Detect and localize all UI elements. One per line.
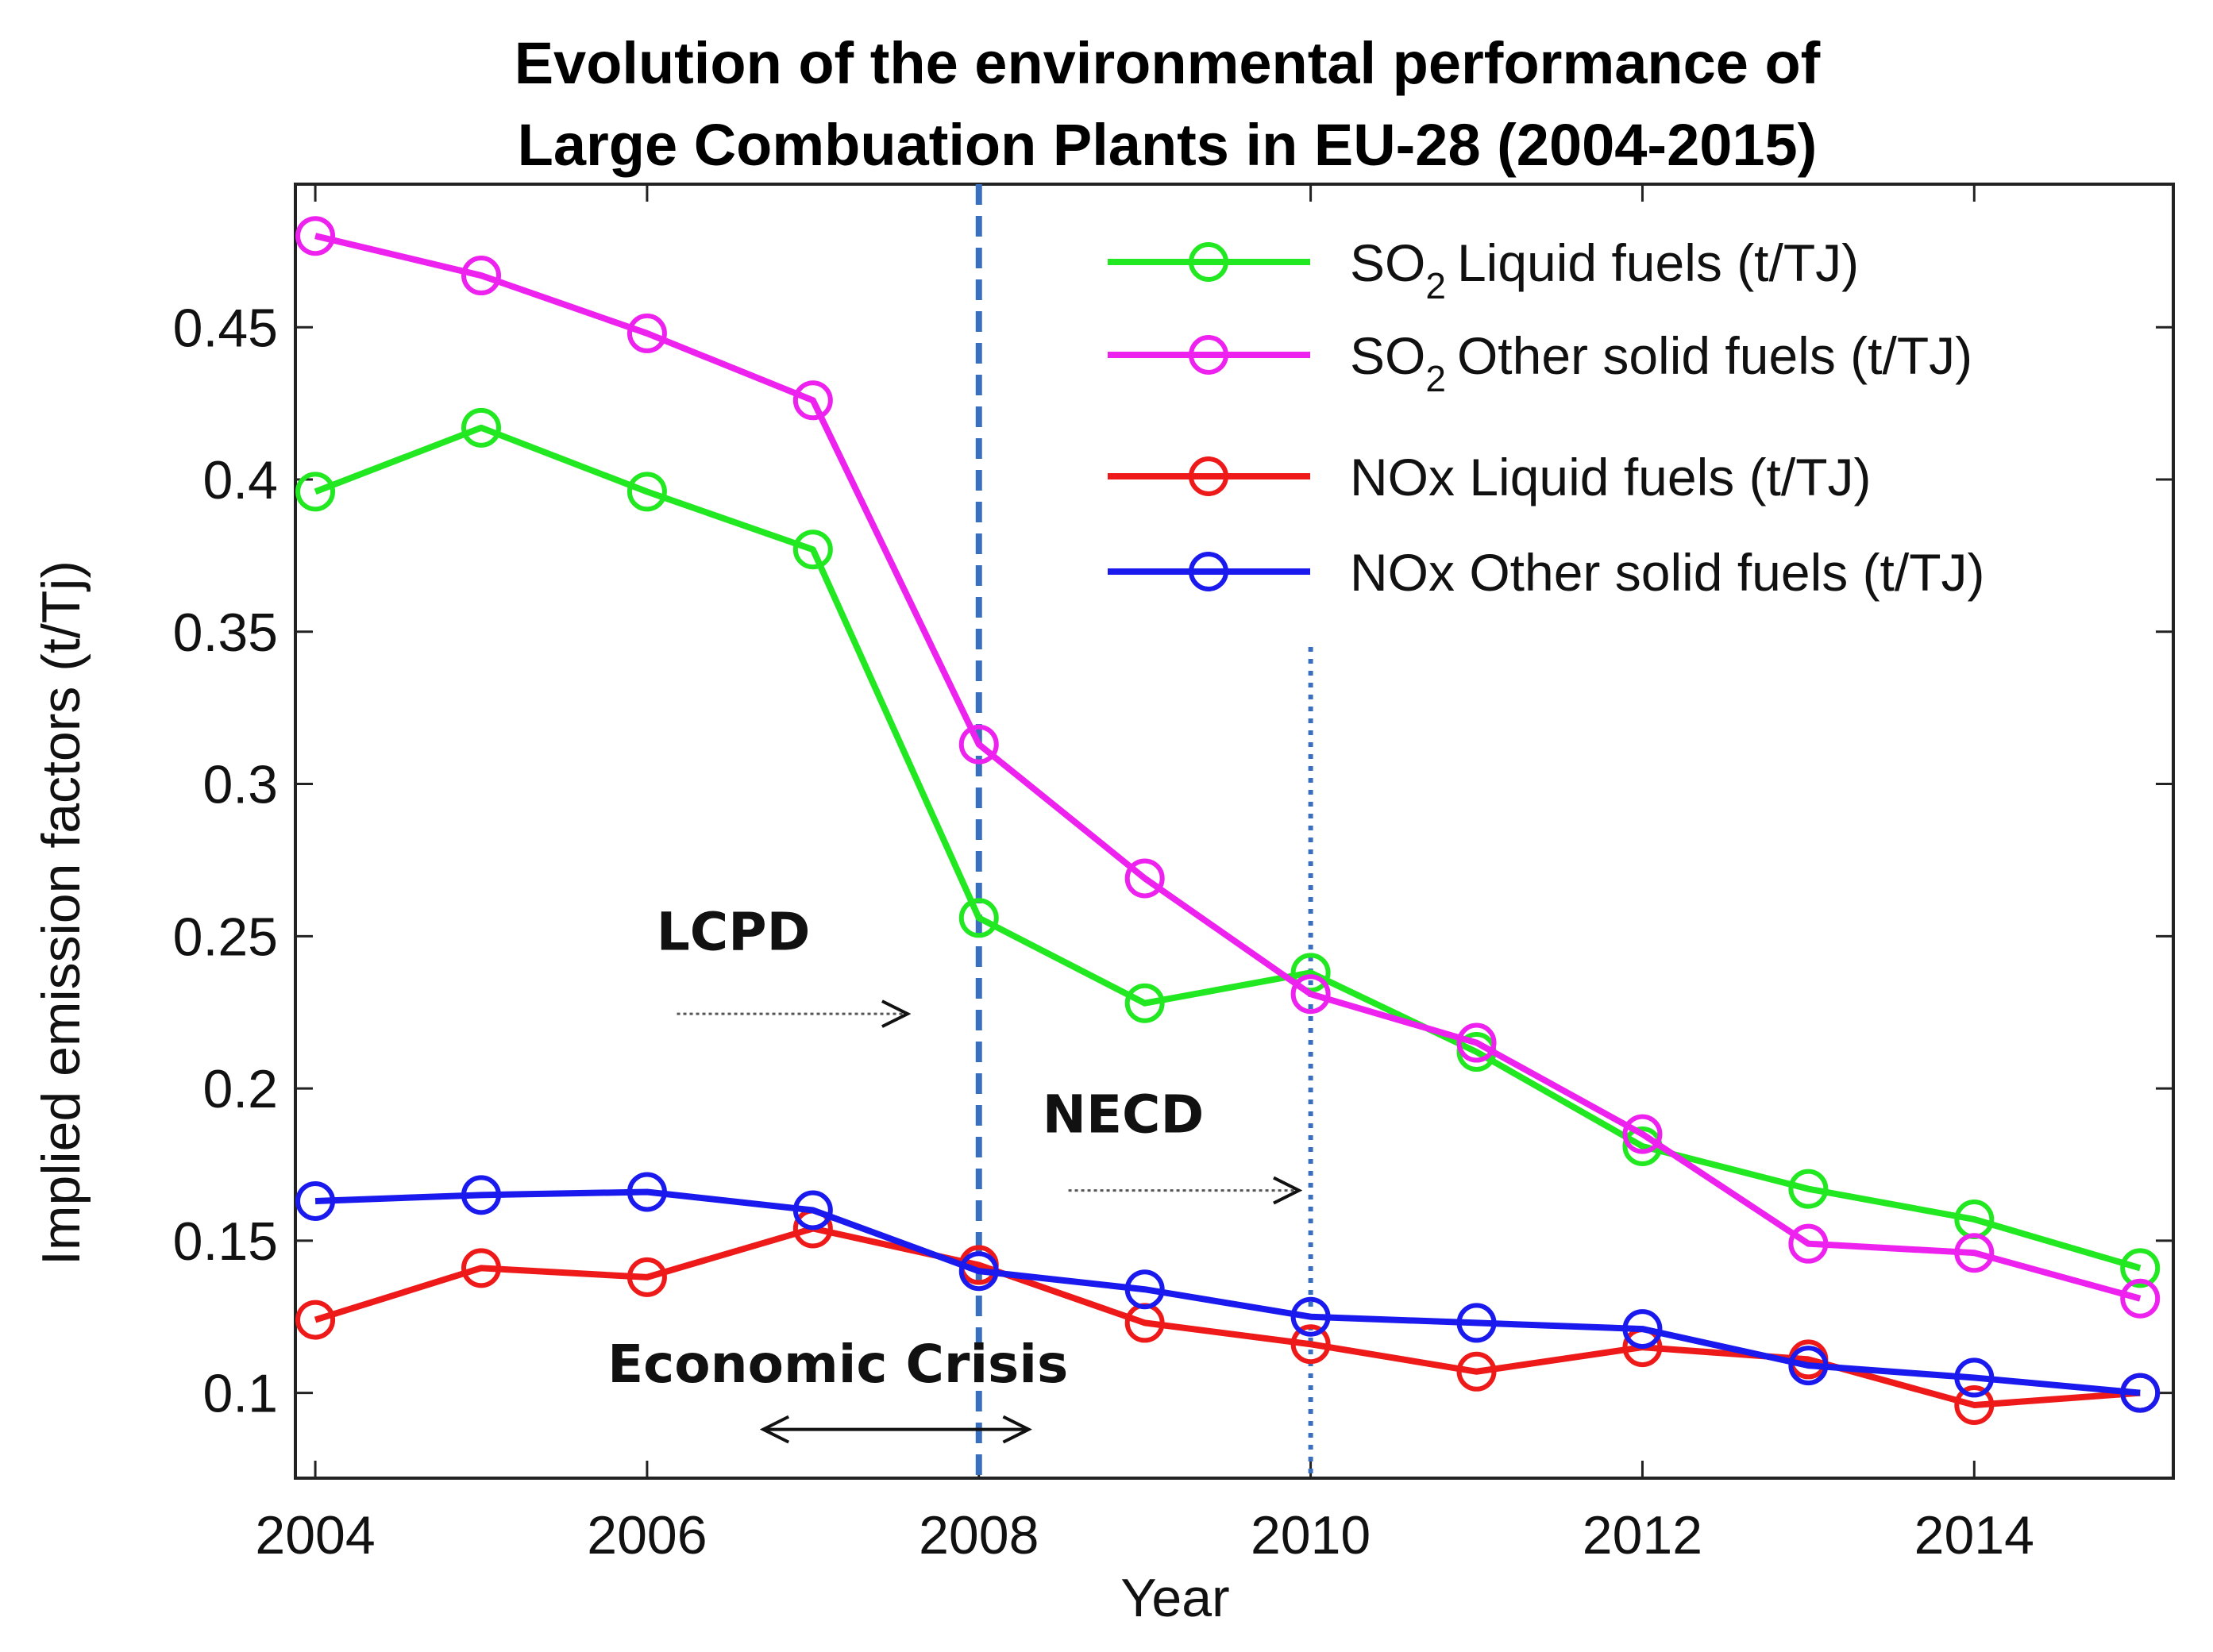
y-tick-label: 0.45 <box>173 298 278 358</box>
chart-title-line-1: Evolution of the environmental performan… <box>515 30 1821 96</box>
plot-frame <box>294 183 2175 1480</box>
data-point-nox-other-solid <box>792 1190 833 1230</box>
data-point-nox-liquid <box>461 1248 501 1288</box>
y-tick-label: 0.35 <box>173 603 278 663</box>
data-point-so2-other-solid <box>958 724 999 764</box>
y-tick-label: 0.1 <box>202 1364 278 1424</box>
y-tick-label: 0.3 <box>202 755 278 815</box>
data-point-nox-other-solid <box>1788 1346 1829 1386</box>
data-point-so2-other-solid <box>1456 1022 1497 1063</box>
data-point-nox-other-solid <box>1290 1296 1331 1337</box>
data-point-so2-other-solid <box>461 256 501 296</box>
series-line-so2-liquid <box>314 424 2142 1272</box>
data-point-so2-other-solid <box>2120 1278 2161 1319</box>
x-tick-label: 2010 <box>1251 1505 1371 1565</box>
data-point-so2-other-solid <box>792 380 833 421</box>
y-tick-label: 0.15 <box>173 1211 278 1272</box>
data-point-nox-liquid <box>1954 1384 1995 1425</box>
data-point-nox-other-solid <box>1456 1303 1497 1343</box>
x-tick-label: 2008 <box>919 1505 1039 1565</box>
data-point-nox-other-solid <box>2120 1373 2161 1413</box>
data-point-nox-liquid <box>627 1257 667 1297</box>
data-point-so2-liquid <box>958 898 999 938</box>
data-point-so2-other-solid <box>1124 858 1165 899</box>
annotation-label: NECD <box>1043 1084 1205 1146</box>
annotation-label: Economic Crisis <box>607 1334 1068 1395</box>
series-line-nox-other-solid <box>314 1188 2141 1396</box>
x-tick-label: 2004 <box>255 1505 375 1565</box>
data-point-nox-other-solid <box>958 1251 999 1292</box>
data-point-nox-liquid <box>1290 1324 1331 1365</box>
data-point-so2-liquid <box>1124 983 1165 1023</box>
data-point-so2-other-solid <box>1788 1223 1829 1264</box>
legend-marker-nox-liquid <box>1189 456 1228 496</box>
series-line-so2-other-solid <box>314 233 2142 1302</box>
data-point-so2-liquid <box>627 472 667 512</box>
data-point-nox-other-solid <box>1622 1309 1663 1350</box>
x-tick-label: 2006 <box>587 1505 707 1565</box>
legend-label-so2-other-solid: SO2 Other solid fuels (t/TJ) <box>1350 326 1972 399</box>
data-point-nox-other-solid <box>1124 1269 1165 1310</box>
legend-marker-so2-liquid <box>1189 242 1228 282</box>
x-axis-label: Year <box>1120 1568 1229 1628</box>
data-point-nox-other-solid <box>295 1180 336 1221</box>
data-point-so2-other-solid <box>1290 974 1331 1015</box>
data-point-so2-liquid <box>461 407 501 448</box>
data-point-nox-liquid <box>1456 1351 1497 1392</box>
data-point-so2-other-solid <box>627 313 667 353</box>
legend-label-nox-other-solid: NOx Other solid fuels (t/TJ) <box>1350 543 1985 602</box>
data-point-so2-liquid <box>2120 1248 2161 1288</box>
data-point-so2-other-solid <box>295 216 336 256</box>
data-point-so2-liquid <box>792 529 833 570</box>
y-tick-label: 0.4 <box>202 450 278 510</box>
data-point-so2-liquid <box>295 472 336 512</box>
legend-label-nox-liquid: NOx Liquid fuels (t/TJ) <box>1350 448 1872 506</box>
x-tick-label: 2012 <box>1583 1505 1702 1565</box>
chart-title-line-2: Large Combuation Plants in EU-28 (2004-2… <box>518 112 1818 178</box>
data-point-nox-other-solid <box>1954 1357 1995 1398</box>
y-axis-label: Implied emission factors (t/Tj) <box>31 560 91 1265</box>
legend-label-so2-liquid: SO2 Liquid fuels (t/TJ) <box>1350 233 1859 306</box>
data-point-nox-liquid <box>295 1300 336 1340</box>
annotation-label: LCPD <box>657 902 811 963</box>
y-tick-label: 0.25 <box>173 907 278 967</box>
y-tick-label: 0.2 <box>202 1059 278 1119</box>
data-point-nox-other-solid <box>461 1175 501 1215</box>
data-point-so2-other-solid <box>1622 1114 1663 1154</box>
data-point-so2-liquid <box>1788 1169 1829 1209</box>
x-tick-label: 2014 <box>1914 1505 2034 1565</box>
data-point-nox-other-solid <box>627 1172 667 1212</box>
data-point-so2-other-solid <box>1954 1233 1995 1273</box>
legend-marker-nox-other-solid <box>1189 552 1228 591</box>
series-line-nox-liquid <box>314 1225 2141 1408</box>
plot-area: 2004 2006 2008 2010 2012 2014 0.1 0.15 0.2 0.25 0.… <box>173 183 2175 1565</box>
legend-marker-so2-other-solid <box>1189 335 1228 375</box>
